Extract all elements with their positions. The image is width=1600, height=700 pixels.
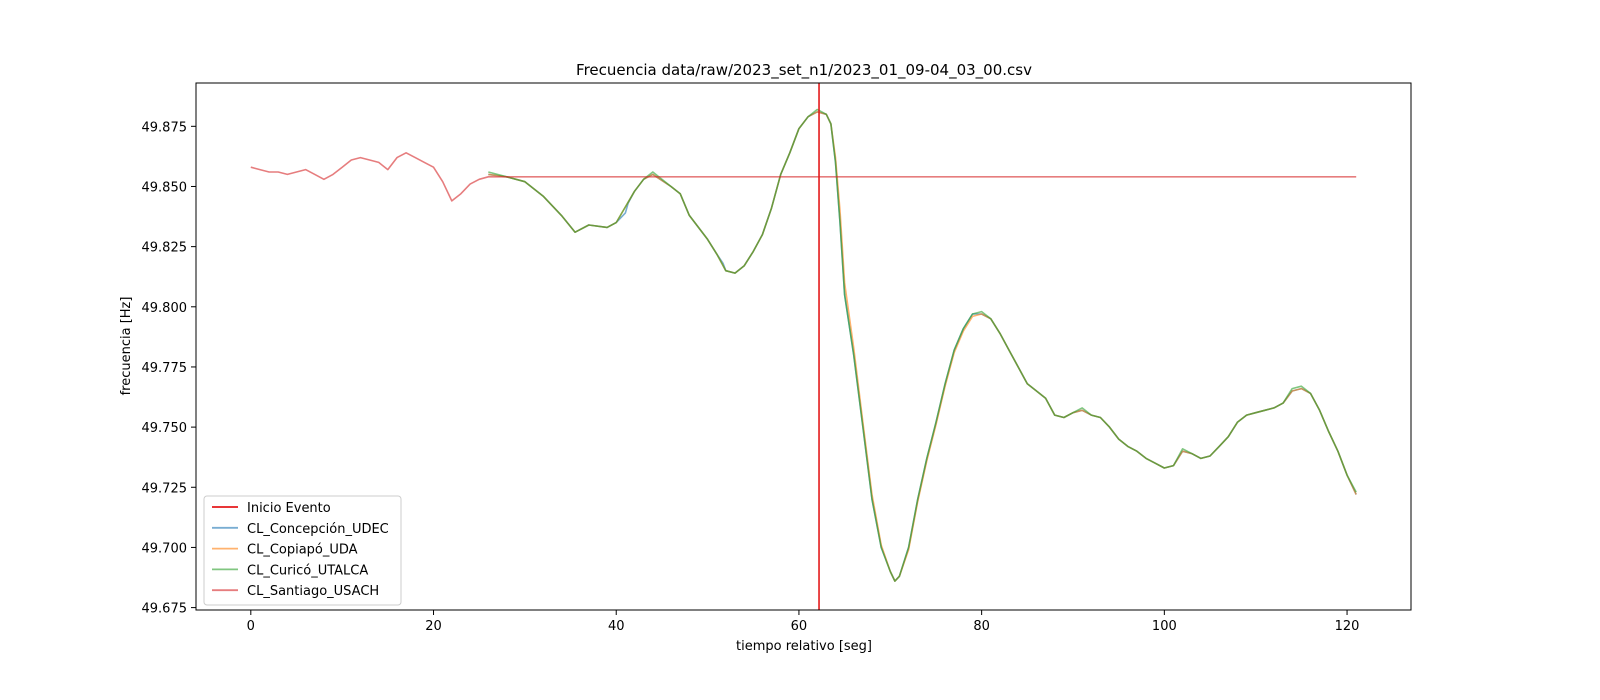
series-line-4 [250,152,1357,202]
series-line-3 [488,108,1357,582]
y-tick-label: 49.800 [142,301,188,316]
plot-frame [195,82,1412,611]
x-axis-label: tiempo relativo [seg] [736,639,872,654]
x-tick-label: 40 [608,619,625,634]
y-tick-label: 49.775 [142,361,188,376]
plot-area [250,83,1357,610]
x-axis: 0 20 40 60 80 100 120 [247,610,1360,634]
legend: Inicio Evento CL_Concepción_UDEC CL_Copiap… [203,495,402,606]
legend-entry-label: CL_Santiago_USACH [247,584,379,599]
y-axis-label: frecuencia [Hz] [119,297,134,396]
series-line-1 [488,111,1357,582]
x-tick-label: 120 [1335,619,1360,634]
y-tick-label: 49.725 [142,481,188,496]
y-tick-label: 49.700 [142,541,188,556]
legend-entry-label: CL_Concepción_UDEC [247,522,389,537]
y-axis: 49.675 49.700 49.725 49.750 49.775 49.800 49.8… [142,120,196,617]
y-tick-label: 49.875 [142,120,188,135]
x-tick-label: 100 [1152,619,1177,634]
legend-entry-label: CL_Curicó_UTALCA [247,563,368,578]
legend-box [203,495,402,606]
x-tick-label: 60 [791,619,808,634]
y-tick-label: 49.825 [142,241,188,256]
legend-entry-label: Inicio Evento [247,501,331,516]
x-tick-label: 80 [973,619,990,634]
y-tick-label: 49.850 [142,180,188,195]
chart-title: Frecuencia data/raw/2023_set_n1/2023_01_… [576,61,1032,80]
legend-entry-label: CL_Copiapó_UDA [247,543,358,558]
x-tick-label: 20 [425,619,442,634]
y-tick-label: 49.675 [142,602,188,617]
y-tick-label: 49.750 [142,421,188,436]
series-line-2 [488,111,1357,582]
x-tick-label: 0 [247,619,255,634]
